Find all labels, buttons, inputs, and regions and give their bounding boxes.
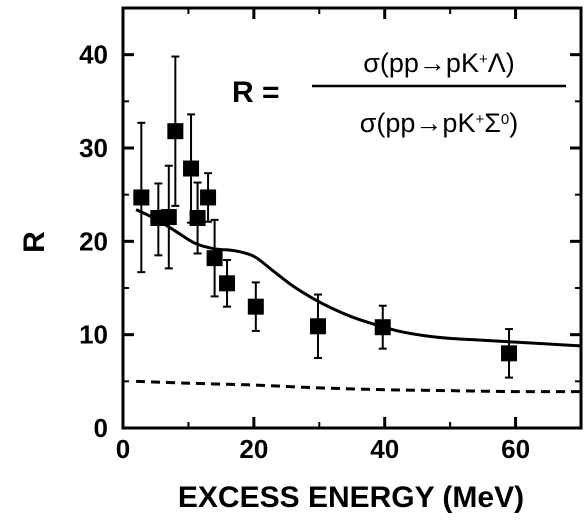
x-tick-label: 40 [370,434,399,464]
formula-denominator: σ(pp→pK+Σ0) [360,108,519,138]
data-point [133,121,150,274]
y-tick-label: 30 [79,133,108,163]
point-marker [183,160,200,177]
data-point [219,259,236,308]
dashed-curve [136,379,582,394]
data-point [309,293,326,359]
point-marker [133,189,150,206]
x-tick-label: 60 [501,434,530,464]
data-point [206,218,223,298]
x-tick-label: 20 [239,434,268,464]
y-tick-label: 0 [94,413,108,443]
point-marker [200,189,217,206]
point-marker [374,319,391,336]
data-point [189,181,206,255]
data-point [374,304,391,350]
data-point [167,55,184,207]
plot-border [121,6,583,430]
x-axis-title: EXCESS ENERGY (MeV) [178,481,524,514]
formula-lhs: R = [232,76,280,109]
x-tick-label: 0 [116,434,130,464]
y-axis-title: R [18,231,51,253]
point-marker [309,318,326,335]
data-point [247,281,264,332]
data-point [160,164,177,270]
plot-frame [121,6,583,430]
data-point [200,172,217,223]
axis-ticks: 0 10 20 30 40 0 20 40 60 [79,7,582,464]
point-marker [501,345,518,362]
data-points [133,55,518,379]
data-point [501,328,518,379]
y-tick-label: 20 [79,226,108,256]
point-marker [219,275,236,292]
y-tick-label: 10 [79,320,108,350]
y-tick-label: 40 [79,40,108,70]
formula-numerator: σ(pp→pK+Λ) [363,48,515,78]
point-marker [189,210,206,226]
point-marker [206,250,223,267]
solid-curve [135,208,582,348]
point-marker [247,298,264,315]
point-marker [160,209,177,226]
model-curves [135,208,582,394]
formula-annotation: R = σ(pp→pK+Λ) σ(pp→pK+Σ0) [232,48,566,138]
point-marker [167,123,184,140]
